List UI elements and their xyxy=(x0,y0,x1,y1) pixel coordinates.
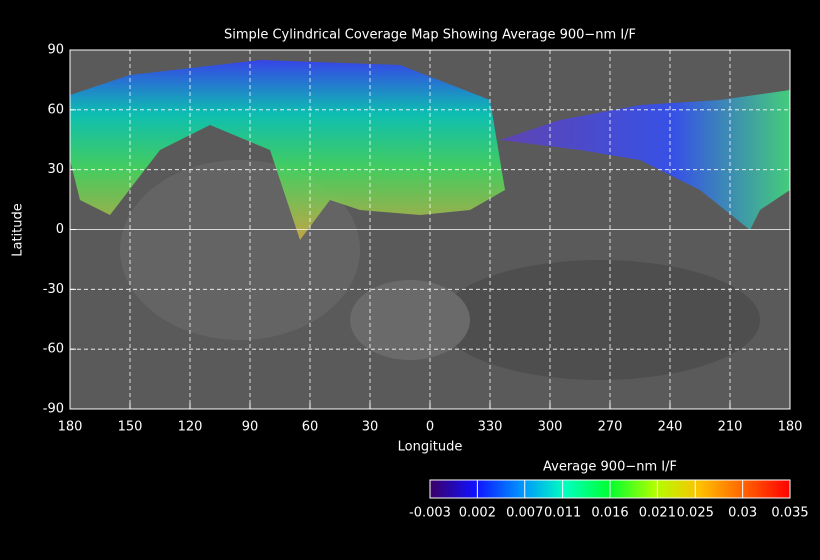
y-axis-label: Latitude xyxy=(11,203,26,257)
colorbar-tick-label: -0.003 xyxy=(409,506,451,521)
x-tick-label: 30 xyxy=(362,420,379,435)
colorbar-tick-label: 0.03 xyxy=(728,506,757,521)
terrain xyxy=(440,260,760,380)
y-tick-label: -60 xyxy=(43,342,64,357)
y-tick-label: -90 xyxy=(43,402,64,417)
x-tick-label: 90 xyxy=(242,420,259,435)
x-tick-label: 180 xyxy=(778,420,803,435)
y-tick-label: 0 xyxy=(56,222,64,237)
x-tick-label: 240 xyxy=(658,420,683,435)
colorbar-tick-label: 0.011 xyxy=(544,506,581,521)
colorbar-tick-label: 0.025 xyxy=(677,506,714,521)
x-tick-label: 120 xyxy=(178,420,203,435)
y-tick-label: 90 xyxy=(47,43,64,58)
colorbar-tick-label: 0.002 xyxy=(459,506,496,521)
x-tick-label: 330 xyxy=(478,420,503,435)
x-axis-label: Longitude xyxy=(398,440,463,455)
x-tick-label: 300 xyxy=(538,420,563,435)
terrain xyxy=(350,280,470,360)
colorbar-title: Average 900−nm I/F xyxy=(543,460,677,475)
coverage xyxy=(70,60,505,240)
colorbar-tick-label: 0.035 xyxy=(771,506,808,521)
y-tick-label: 30 xyxy=(47,162,64,177)
x-tick-label: 60 xyxy=(302,420,319,435)
coverage xyxy=(500,90,790,230)
colorbar-tick-label: 0.016 xyxy=(591,506,628,521)
x-tick-label: 270 xyxy=(598,420,623,435)
x-tick-label: 150 xyxy=(118,420,143,435)
x-tick-label: 180 xyxy=(58,420,83,435)
x-tick-label: 210 xyxy=(718,420,743,435)
chart-title: Simple Cylindrical Coverage Map Showing … xyxy=(224,28,636,43)
colorbar-tick-label: 0.021 xyxy=(639,506,676,521)
y-tick-label: -30 xyxy=(43,282,64,297)
colorbar-tick-label: 0.007 xyxy=(506,506,543,521)
y-tick-label: 60 xyxy=(47,102,64,117)
x-tick-label: 0 xyxy=(426,420,434,435)
